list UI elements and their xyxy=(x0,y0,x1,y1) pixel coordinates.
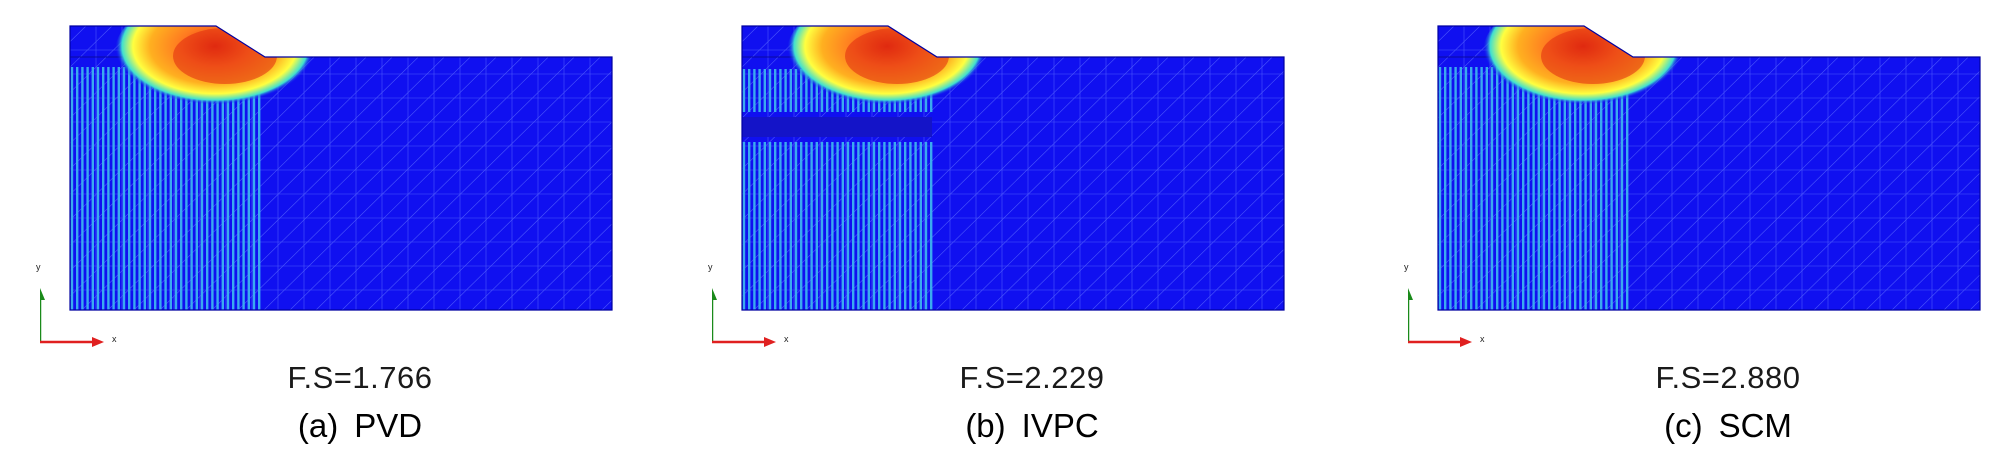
model-outline xyxy=(741,25,1285,311)
caption-method: PVD xyxy=(354,407,423,444)
x-axis-head xyxy=(764,337,776,347)
caption: (b) IVPC xyxy=(712,407,1352,445)
axis-triad xyxy=(712,288,776,347)
caption: (a) PVD xyxy=(40,407,680,445)
y-axis-label: y xyxy=(36,262,41,272)
y-axis-head xyxy=(1408,288,1413,300)
x-axis-label: x xyxy=(784,334,789,344)
caption-method: SCM xyxy=(1718,407,1792,444)
x-axis-head xyxy=(1460,337,1472,347)
x-axis-label: x xyxy=(112,334,117,344)
axis-triad xyxy=(40,288,104,347)
caption-letter: (b) xyxy=(965,407,1006,444)
y-axis-head xyxy=(712,288,717,300)
axis-triad xyxy=(1408,288,1472,347)
fe-model-scm xyxy=(1437,25,1981,311)
factor-of-safety: F.S=2.880 xyxy=(1655,360,1801,395)
model-outline xyxy=(1437,25,1981,311)
y-axis-label: y xyxy=(708,262,713,272)
y-axis-label: y xyxy=(1404,262,1409,272)
factor-of-safety: F.S=2.229 xyxy=(959,360,1105,395)
x-axis-label: x xyxy=(1480,334,1485,344)
panel-ivpc: y x F.S=2.229 (b) IVPC xyxy=(708,0,1352,468)
caption-letter: (c) xyxy=(1664,407,1703,444)
panel-scm: y x F.S=2.880 (c) SCM xyxy=(1404,0,2008,468)
caption-method: IVPC xyxy=(1021,407,1099,444)
caption: (c) SCM xyxy=(1408,407,2008,445)
x-axis-head xyxy=(92,337,104,347)
fe-model-ivpc xyxy=(741,25,1285,311)
panel-pvd: y x F.S=1.766 (a) PVD xyxy=(36,0,680,468)
fe-model-pvd xyxy=(69,25,613,311)
model-outline xyxy=(69,25,613,311)
caption-letter: (a) xyxy=(297,407,339,444)
factor-of-safety: F.S=1.766 xyxy=(287,360,433,395)
y-axis-head xyxy=(40,288,45,300)
